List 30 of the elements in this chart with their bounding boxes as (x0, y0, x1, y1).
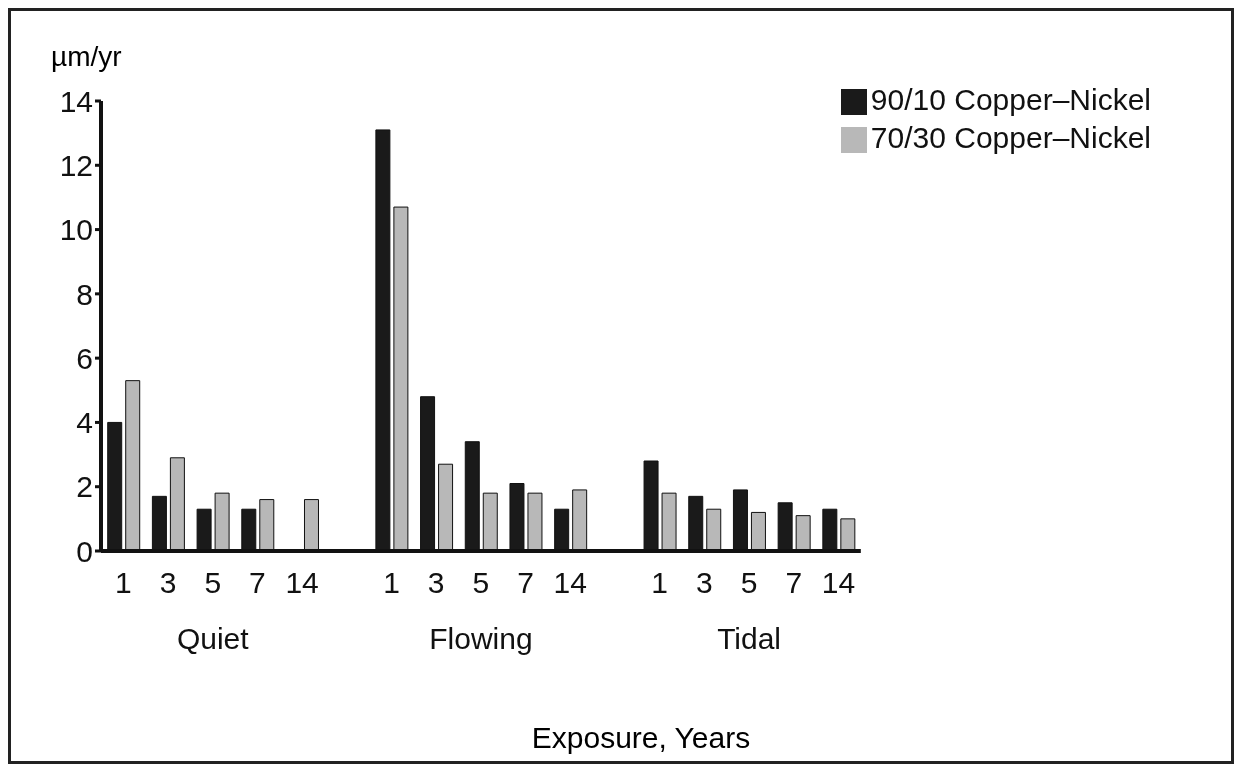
x-tick-label: 7 (517, 566, 534, 599)
text: Tidal (717, 622, 782, 655)
y-tick-label: 2 (76, 470, 93, 504)
x-axis-title: Exposure, Years (530, 721, 752, 755)
x-tick-label: 5 (204, 566, 222, 599)
x-tick-label: 14 (553, 566, 587, 599)
text: Quiet (176, 622, 250, 655)
y-tick-label: 6 (76, 341, 93, 375)
legend-label: 90/10 Copper–Nickel (870, 83, 1151, 116)
x-tick-label: 3 (427, 566, 445, 599)
y-tick-label: 8 (76, 277, 93, 311)
y-tick-label: 12 (59, 148, 93, 182)
x-tick-label: 1 (651, 566, 669, 599)
y-tick-label: 0 (76, 534, 93, 568)
y-tick-label: 4 (76, 406, 93, 440)
x-tick-label: 5 (740, 566, 758, 599)
x-tick-label: 14 (285, 566, 319, 599)
x-tick-label: 7 (249, 566, 266, 599)
x-tick-label: 5 (472, 566, 490, 599)
y-axis-title: µm/yr (51, 41, 122, 73)
x-tick-label: 3 (696, 566, 713, 599)
x-tick-label: 1 (115, 566, 132, 599)
x-tick-label: 14 (821, 566, 856, 599)
x-tick-label: 1 (383, 566, 400, 599)
text: Flowing (429, 622, 533, 655)
y-tick-label: 10 (59, 213, 93, 247)
x-tick-label: 3 (159, 566, 177, 599)
legend-label: 70/30 Copper–Nickel (870, 121, 1151, 154)
x-tick-label: 7 (785, 566, 803, 599)
y-tick-label: 14 (59, 84, 93, 118)
